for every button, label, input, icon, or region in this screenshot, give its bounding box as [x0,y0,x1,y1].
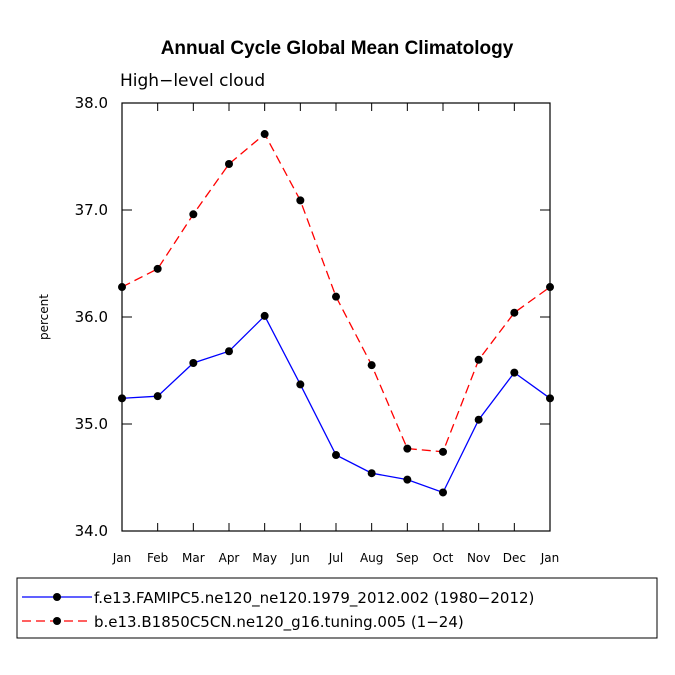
x-tick-label: Jun [290,551,310,565]
data-point [439,488,447,497]
y-tick-label: 34.0 [75,522,108,540]
chart-subtitle: High−level cloud [120,71,265,91]
data-point [403,475,412,484]
y-tick-label: 37.0 [75,201,108,219]
axis-ticks: 34.0 35.0 36.0 37.0 38.0 Jan Feb Mar Apr May Jun Ju… [75,94,560,565]
x-tick-label: May [252,551,277,565]
data-point [510,308,519,317]
legend-label-1: f.e13.FAMIPC5.ne120_ne120.1979_2012.002 … [94,589,534,608]
data-point [546,283,554,292]
chart-title: Annual Cycle Global Mean Climatology [161,38,514,59]
x-tick-label: Jul [328,551,343,565]
data-point [189,359,198,368]
x-tick-label: Oct [433,551,454,565]
legend-label-2: b.e13.B1850C5CN.ne120_g16.tuning.005 (1−… [94,613,464,632]
data-point [332,451,340,460]
data-point [474,355,483,364]
x-tick-label: Jan [540,551,560,565]
series-points [118,130,554,497]
x-tick-label: Feb [147,551,168,565]
x-tick-label: Dec [503,551,526,565]
x-tick-label: Mar [182,551,205,565]
data-point [225,159,233,168]
plot-frame [121,102,551,532]
legend-marker [53,617,61,625]
data-point [546,394,554,403]
x-tick-label: Nov [467,551,490,565]
x-tick-label: Sep [396,551,419,565]
y-axis-label: percent [37,294,51,340]
series-line-1 [121,314,551,494]
data-point [367,469,376,478]
data-point [296,380,305,389]
x-tick-label: Aug [360,551,383,565]
legend-marker [53,593,61,601]
data-point [118,394,126,403]
data-point [332,292,340,301]
y-tick-label: 38.0 [75,94,108,112]
data-point [260,130,269,139]
data-point [260,311,269,320]
y-tick-label: 36.0 [75,308,108,326]
series-lines [121,132,551,494]
data-point [153,264,162,273]
data-point [510,368,519,377]
data-point [439,447,447,456]
data-point [189,210,198,219]
data-point [153,392,162,401]
data-point [474,415,483,424]
data-point [403,444,412,453]
data-point [367,361,376,370]
x-tick-label: Jan [112,551,132,565]
data-point [118,283,126,292]
legend: f.e13.FAMIPC5.ne120_ne120.1979_2012.002 … [22,589,534,632]
x-tick-label: Apr [219,551,240,565]
data-point [296,196,305,205]
data-point [225,347,233,356]
y-tick-label: 35.0 [75,415,108,433]
legend-box [16,577,658,639]
